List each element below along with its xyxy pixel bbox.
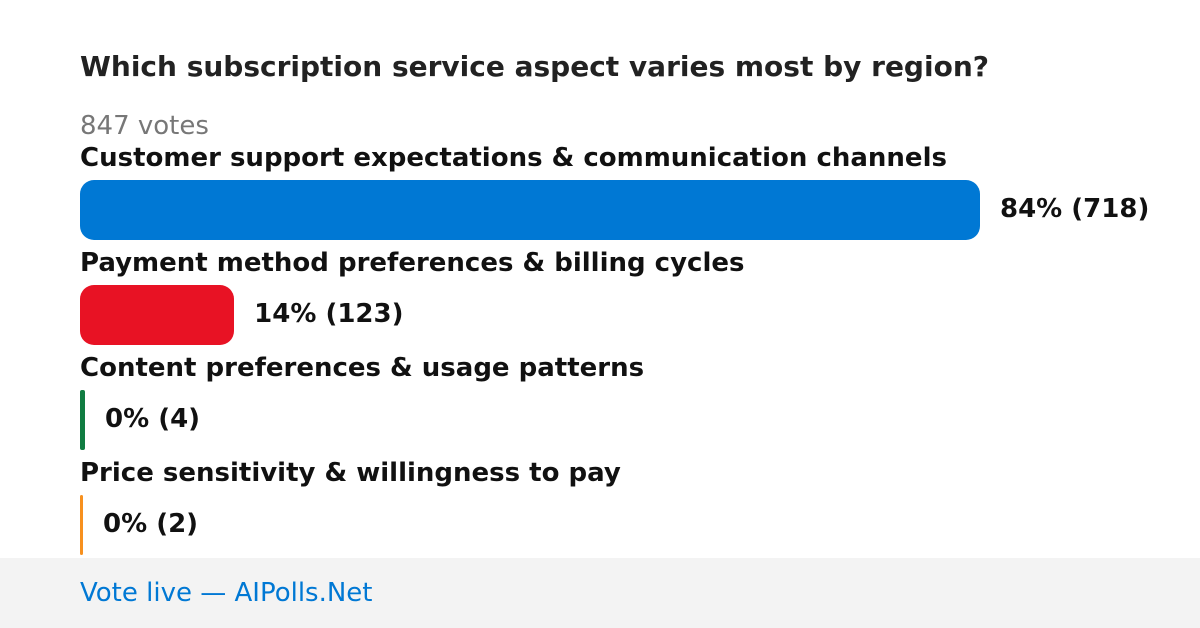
result-bar [80, 495, 83, 555]
result-label: 0% (2) [103, 509, 199, 539]
poll-title: Which subscription service aspect varies… [80, 50, 989, 83]
option-label: Price sensitivity & willingness to pay [80, 458, 621, 488]
footer-link[interactable]: Vote live — AIPolls.Net [80, 578, 373, 608]
result-label: 0% (4) [105, 404, 201, 434]
result-label: 14% (123) [254, 299, 404, 329]
result-label: 84% (718) [1000, 194, 1150, 224]
result-bar [80, 390, 85, 450]
result-bar [80, 180, 980, 240]
option-label: Payment method preferences & billing cyc… [80, 248, 745, 278]
footer: Vote live — AIPolls.Net [0, 558, 1200, 628]
vote-count: 847 votes [80, 111, 209, 141]
result-bar [80, 285, 235, 345]
option-label: Customer support expectations & communic… [80, 143, 947, 173]
option-label: Content preferences & usage patterns [80, 353, 645, 383]
